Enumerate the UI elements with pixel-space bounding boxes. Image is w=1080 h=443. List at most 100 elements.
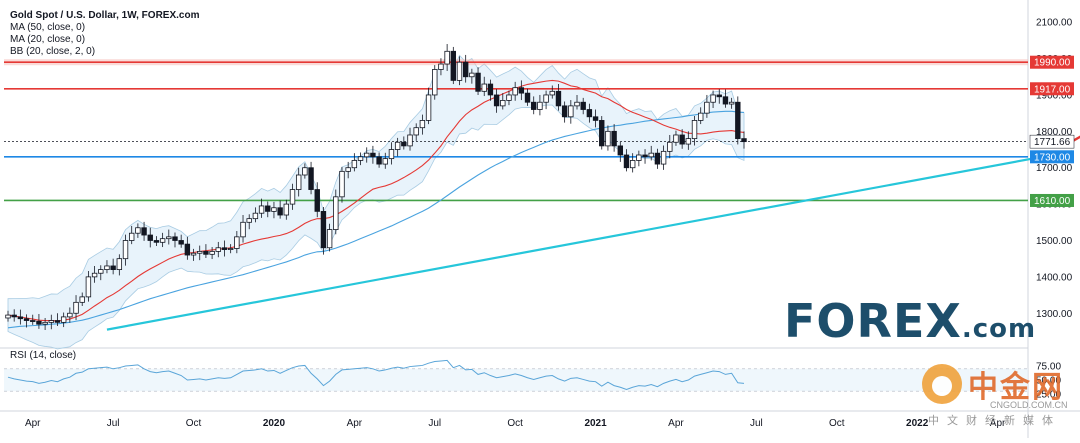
candle — [234, 236, 240, 249]
candle — [60, 316, 67, 323]
rsi-legend[interactable]: RSI (14, close) — [10, 350, 77, 361]
price-label-box — [1030, 55, 1074, 69]
candle — [599, 120, 605, 147]
candle — [147, 234, 153, 241]
candle — [98, 269, 104, 274]
candle — [227, 248, 234, 250]
candle — [370, 152, 376, 158]
bollinger-band — [7, 53, 745, 350]
candle — [351, 160, 358, 169]
x-tick-label: Jul — [107, 418, 120, 429]
candle — [654, 152, 661, 165]
candle — [314, 189, 320, 212]
candle — [382, 158, 388, 165]
candle — [728, 101, 735, 105]
rsi-band — [4, 368, 1028, 392]
candle — [500, 100, 506, 107]
price-label-box — [1030, 150, 1074, 164]
bb-legend[interactable]: BB (20, close, 2, 0) — [10, 46, 96, 57]
price-label-1730.00: 1730.00 — [1034, 152, 1071, 163]
candle — [592, 116, 599, 121]
x-tick-label: Apr — [25, 418, 41, 429]
cngold-logo-icon — [922, 364, 962, 404]
candle — [394, 141, 401, 150]
candle — [128, 232, 135, 241]
candle — [432, 69, 438, 96]
candle — [425, 94, 432, 121]
candle — [48, 320, 54, 323]
candle — [722, 96, 729, 105]
rising-trendline — [106, 150, 1072, 331]
candle — [221, 247, 228, 250]
ma20-line — [7, 79, 745, 322]
candle — [302, 167, 308, 176]
candle — [648, 152, 654, 158]
y-tick-label: 1400.00 — [1036, 272, 1073, 283]
ma20-legend[interactable]: MA (20, close, 0) — [10, 34, 86, 45]
candle — [17, 316, 24, 320]
candle — [172, 236, 178, 241]
candle — [85, 276, 92, 298]
candle — [190, 252, 197, 256]
candle — [462, 61, 469, 78]
candle — [611, 130, 617, 147]
candle — [153, 240, 160, 243]
x-tick-label: Oct — [186, 418, 202, 429]
x-tick-label: Apr — [990, 418, 1006, 429]
candle — [574, 101, 580, 107]
candle — [54, 320, 61, 323]
cngold-subtitle: 中文财经新媒体 — [928, 415, 1061, 427]
candle — [289, 189, 296, 205]
candle — [469, 72, 475, 78]
candle — [67, 312, 73, 318]
y-tick-label: 2100.00 — [1036, 18, 1073, 29]
candle — [512, 87, 518, 96]
candle — [586, 109, 593, 118]
price-label-1610.00: 1610.00 — [1034, 196, 1071, 207]
candle — [265, 205, 271, 212]
candle — [333, 196, 339, 230]
candle — [555, 90, 562, 107]
price-label-1990.00: 1990.00 — [1034, 58, 1071, 69]
candle — [685, 138, 692, 145]
candle — [679, 134, 685, 145]
y-tick-label: 1300.00 — [1036, 309, 1073, 320]
candle — [660, 150, 667, 165]
x-tick-label: 2022 — [906, 418, 929, 429]
candle — [388, 149, 395, 160]
forex-logo: FOREX.com — [784, 296, 1036, 354]
candle — [537, 101, 543, 110]
y-tick-label: 1800.00 — [1036, 127, 1073, 138]
candle — [364, 152, 370, 158]
symbol-title[interactable]: Gold Spot / U.S. Dollar, 1W, FOREX.com — [10, 10, 200, 21]
candle — [258, 205, 265, 214]
x-tick-label: 2021 — [584, 418, 607, 429]
candle — [629, 160, 636, 169]
candle — [444, 50, 450, 65]
price-label-box — [1030, 193, 1074, 207]
candle — [246, 218, 252, 223]
candle — [580, 101, 586, 110]
projection-arrow — [1071, 135, 1080, 143]
candle — [642, 154, 648, 158]
candle — [178, 240, 184, 245]
candle — [283, 203, 290, 216]
rsi-tick-label: 25.00 — [1036, 390, 1061, 401]
candle — [407, 134, 413, 147]
rsi-tick-label: 50.00 — [1036, 376, 1061, 387]
ma50-legend[interactable]: MA (50, close, 0) — [10, 22, 86, 33]
price-label-box — [1030, 82, 1074, 96]
candle — [475, 72, 481, 92]
candle — [698, 112, 704, 121]
candle — [673, 134, 679, 143]
candle — [735, 101, 741, 140]
x-tick-label: Oct — [829, 418, 845, 429]
rsi-line — [7, 359, 745, 391]
candle — [30, 320, 36, 322]
x-tick-label: Jul — [750, 418, 763, 429]
candle — [605, 130, 611, 147]
x-tick-label: Oct — [507, 418, 523, 429]
candle — [116, 258, 123, 270]
candle — [623, 154, 630, 169]
